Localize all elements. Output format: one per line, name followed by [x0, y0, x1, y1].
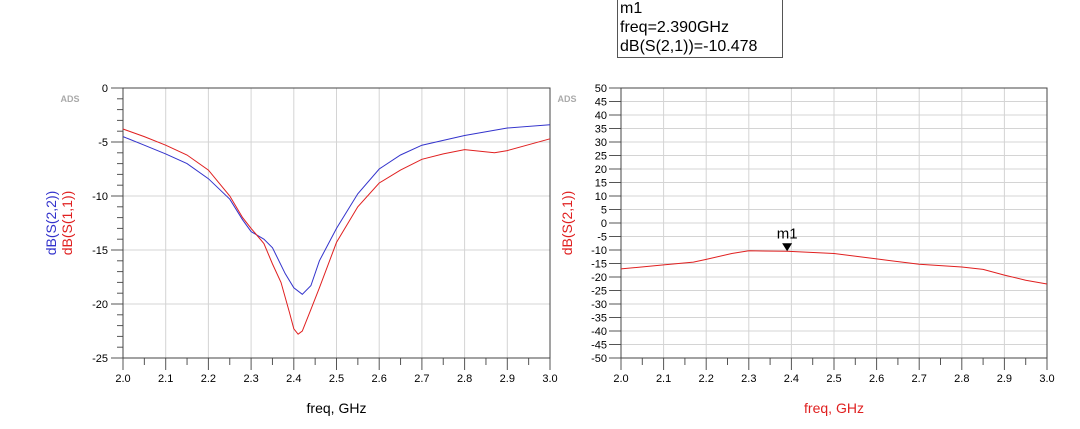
- marker-value: dB(S(2,1))=-10.478: [620, 38, 758, 55]
- y-tick-label: -15: [92, 245, 108, 257]
- x-tick-label: 2.0: [115, 373, 130, 385]
- x-tick-label: 2.1: [158, 373, 173, 385]
- y-tick-label: 50: [595, 83, 607, 95]
- y-axis-label-s22: dB(S(2,2)): [43, 191, 59, 256]
- series-line-dBS21: [620, 250, 1048, 285]
- x-tick-label: 2.7: [912, 373, 927, 385]
- plot-frame: [620, 87, 1048, 359]
- x-tick-label: 2.4: [784, 373, 799, 385]
- y-tick-label: 45: [595, 97, 607, 109]
- x-tick-label: 2.3: [741, 373, 756, 385]
- x-tick-label: 3.0: [542, 373, 557, 385]
- x-tick-label: 2.8: [457, 373, 472, 385]
- y-tick-label: -10: [92, 191, 108, 203]
- series-line-dBS22: [122, 124, 551, 295]
- x-tick-label: 3.0: [1039, 373, 1054, 385]
- x-tick-label: 2.7: [414, 373, 429, 385]
- x-tick-label: 2.6: [869, 373, 884, 385]
- plot-frame: [122, 87, 551, 359]
- y-tick-label: 20: [595, 164, 607, 176]
- y-axis-label-s11: dB(S(1,1)): [59, 191, 75, 256]
- x-tick-label: 2.6: [372, 373, 387, 385]
- x-axis-label: freq, GHz: [804, 400, 864, 416]
- x-tick-label: 2.9: [500, 373, 515, 385]
- y-tick-label: 0: [601, 218, 607, 230]
- y-tick-label: -50: [591, 353, 607, 365]
- x-axis-label: freq, GHz: [307, 400, 367, 416]
- x-tick-label: 2.0: [613, 373, 628, 385]
- series-line-dBS11: [122, 128, 551, 335]
- marker-triangle-icon: [782, 243, 793, 252]
- y-tick-label: 10: [595, 191, 607, 203]
- y-tick-label: -15: [591, 259, 607, 271]
- y-tick-label: -20: [92, 299, 108, 311]
- marker-label: m1: [777, 225, 798, 242]
- x-tick-label: 2.9: [997, 373, 1012, 385]
- ads-watermark: ADS: [60, 94, 79, 104]
- y-tick-label: 0: [102, 83, 108, 95]
- y-axis-label: dB(S(2,1)): [559, 191, 575, 256]
- x-tick-label: 2.5: [329, 373, 344, 385]
- y-tick-label: -40: [591, 326, 607, 338]
- y-tick-label: -5: [597, 232, 607, 244]
- x-tick-label: 2.2: [201, 373, 216, 385]
- y-tick-label: -20: [591, 272, 607, 284]
- y-tick-label: 30: [595, 137, 607, 149]
- y-tick-label: -35: [591, 313, 607, 325]
- y-tick-label: -5: [98, 137, 108, 149]
- y-tick-label: 5: [601, 205, 607, 217]
- x-tick-label: 2.5: [826, 373, 841, 385]
- y-tick-label: -25: [591, 286, 607, 298]
- marker-freq: freq=2.390GHz: [620, 19, 729, 36]
- ads-watermark: ADS: [557, 94, 576, 104]
- y-tick-label: 25: [595, 151, 607, 163]
- x-tick-label: 2.8: [954, 373, 969, 385]
- marker-readout-box: m1 freq=2.390GHz dB(S(2,1))=-10.478: [617, 0, 783, 58]
- y-tick-label: 40: [595, 110, 607, 122]
- y-tick-label: -25: [92, 353, 108, 365]
- x-tick-label: 2.2: [699, 373, 714, 385]
- y-tick-label: 15: [595, 178, 607, 190]
- x-tick-label: 2.1: [656, 373, 671, 385]
- marker-name: m1: [620, 0, 643, 17]
- y-tick-label: -30: [591, 299, 607, 311]
- x-tick-label: 2.4: [286, 373, 301, 385]
- y-tick-label: 35: [595, 124, 607, 136]
- y-tick-label: -10: [591, 245, 607, 257]
- y-tick-label: -45: [591, 340, 607, 352]
- x-tick-label: 2.3: [243, 373, 258, 385]
